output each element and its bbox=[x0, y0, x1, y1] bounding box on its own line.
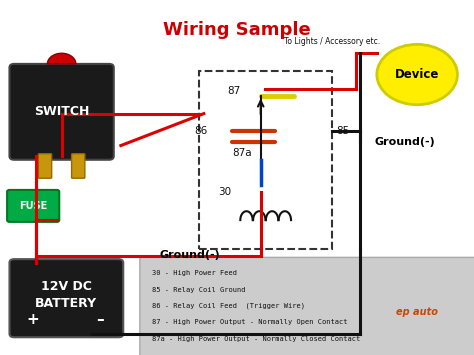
Text: 85 - Relay Coil Ground: 85 - Relay Coil Ground bbox=[152, 287, 245, 293]
Text: Ground(-): Ground(-) bbox=[159, 250, 220, 260]
Text: 86 - Relay Coil Feed  (Trigger Wire): 86 - Relay Coil Feed (Trigger Wire) bbox=[152, 303, 305, 309]
Text: 87a: 87a bbox=[232, 148, 252, 158]
FancyBboxPatch shape bbox=[140, 257, 474, 355]
FancyBboxPatch shape bbox=[72, 154, 85, 178]
Text: 87 - High Power Output - Normally Open Contact: 87 - High Power Output - Normally Open C… bbox=[152, 320, 347, 325]
Text: SWITCH: SWITCH bbox=[34, 105, 89, 118]
FancyBboxPatch shape bbox=[38, 154, 52, 178]
Text: 30 - High Power Feed: 30 - High Power Feed bbox=[152, 271, 237, 276]
Text: To Lights / Accessory etc.: To Lights / Accessory etc. bbox=[284, 37, 381, 46]
Text: Device: Device bbox=[395, 68, 439, 81]
Text: FUSE: FUSE bbox=[19, 201, 47, 211]
Wedge shape bbox=[47, 53, 76, 64]
Circle shape bbox=[377, 44, 457, 105]
Text: –: – bbox=[96, 312, 103, 327]
Text: ep auto: ep auto bbox=[396, 307, 438, 317]
Text: 12V DC
BATTERY: 12V DC BATTERY bbox=[35, 280, 98, 310]
Text: 87: 87 bbox=[228, 86, 241, 95]
Text: Wiring Sample: Wiring Sample bbox=[163, 21, 311, 39]
Text: 87a - High Power Output - Normally Closed Contact: 87a - High Power Output - Normally Close… bbox=[152, 336, 360, 342]
Text: +: + bbox=[27, 312, 39, 327]
Text: 30: 30 bbox=[218, 187, 231, 197]
Text: 85: 85 bbox=[337, 126, 350, 136]
FancyBboxPatch shape bbox=[7, 190, 59, 222]
Text: Ground(-): Ground(-) bbox=[374, 137, 435, 147]
FancyBboxPatch shape bbox=[9, 64, 114, 160]
FancyBboxPatch shape bbox=[9, 259, 123, 337]
Text: 86: 86 bbox=[194, 126, 208, 136]
